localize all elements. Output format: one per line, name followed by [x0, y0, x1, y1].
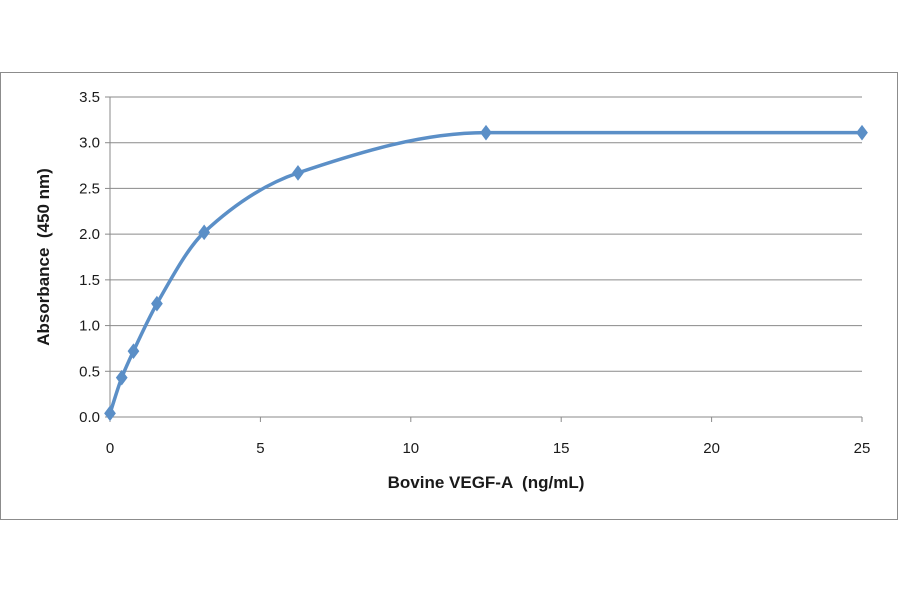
data-point-marker: [480, 124, 492, 141]
y-tick-label: 1.5: [79, 272, 100, 289]
y-tick-label: 3.5: [79, 89, 100, 106]
grid-lines: [110, 96, 862, 372]
x-tick-label: 0: [106, 440, 114, 457]
chart-frame: [0, 72, 898, 520]
y-tick-label: 2.5: [79, 180, 100, 197]
data-point-marker: [198, 224, 211, 241]
x-tick-label: 20: [703, 440, 720, 457]
data-point-marker: [104, 405, 116, 422]
axes: [105, 96, 863, 422]
y-tick-label: 1.0: [79, 318, 100, 335]
y-tick-label: 0.5: [79, 363, 100, 380]
y-tick-label: 3.0: [79, 135, 100, 152]
series-group: [104, 124, 868, 422]
data-point-marker: [115, 369, 128, 386]
x-axis-title: Bovine VEGF-A (ng/mL): [388, 473, 585, 492]
data-point-marker: [856, 124, 868, 141]
x-tick-label: 25: [854, 440, 871, 457]
x-tick-label: 5: [256, 440, 264, 457]
data-point-marker: [292, 165, 304, 181]
series-line: [108, 130, 864, 416]
y-tick-label: 2.0: [79, 226, 100, 243]
x-tick-labels: 0 5 10 15 20 25: [106, 440, 871, 457]
y-axis-title: Absorbance (450 nm): [34, 168, 53, 346]
x-tick-label: 10: [402, 440, 419, 457]
y-tick-label: 0.0: [79, 409, 100, 426]
data-point-marker: [151, 295, 163, 312]
y-tick-labels: 0.0 0.5 1.0 1.5 2.0 2.5 3.0 3.5: [79, 89, 100, 426]
data-point-marker: [127, 343, 140, 360]
x-tick-label: 15: [553, 440, 570, 457]
